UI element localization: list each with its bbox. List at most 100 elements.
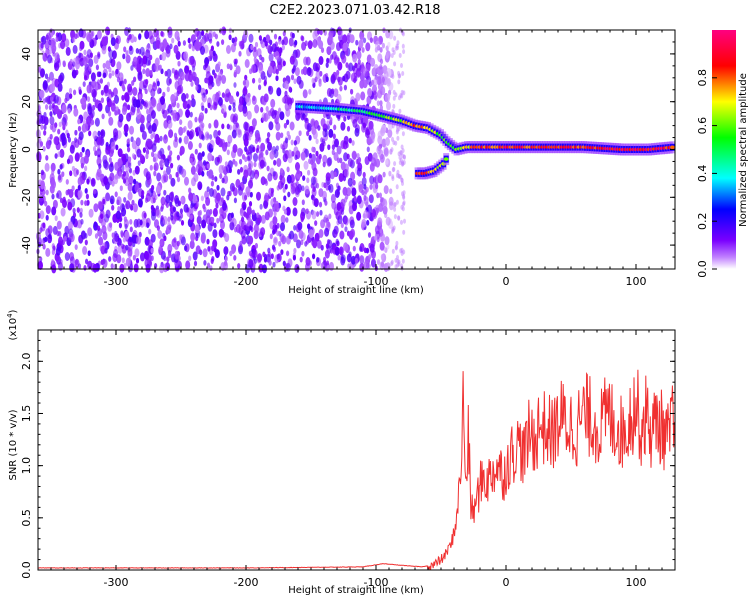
noise-cell [306, 123, 312, 132]
noise-cell [386, 243, 390, 250]
noise-cell [123, 78, 127, 85]
noise-cell [315, 155, 321, 165]
noise-cell [356, 167, 362, 177]
noise-cell [315, 182, 320, 189]
noise-cell [248, 235, 254, 245]
noise-cell [354, 127, 360, 137]
noise-cell [238, 103, 244, 113]
colorbar-gradient [712, 30, 736, 269]
noise-cell [129, 236, 133, 243]
noise-cell [84, 239, 88, 246]
noise-cell [86, 199, 90, 206]
noise-cell [209, 208, 213, 215]
noise-cell [324, 200, 328, 206]
noise-cell [121, 203, 125, 210]
noise-cell [184, 245, 188, 252]
noise-cell [263, 80, 267, 87]
noise-cell [352, 53, 358, 63]
noise-cell [178, 126, 184, 136]
noise-cell [347, 177, 353, 187]
noise-cell [113, 128, 118, 138]
noise-cell [395, 173, 399, 178]
noise-cell [206, 238, 210, 245]
noise-cell [174, 250, 180, 260]
noise-cell [85, 32, 91, 41]
noise-cell [319, 209, 323, 216]
noise-cell [390, 147, 394, 153]
noise-cell [217, 61, 221, 68]
noise-cell [105, 145, 111, 155]
noise-cell [306, 67, 312, 76]
noise-cell [85, 258, 89, 265]
snr-scale-exponent: 4 [6, 313, 14, 318]
noise-cell [198, 114, 204, 124]
noise-cell [64, 225, 70, 235]
noise-cell [340, 121, 346, 131]
noise-cell [379, 241, 385, 251]
noise-cell [258, 77, 262, 84]
noise-cell [339, 230, 345, 240]
noise-cell [204, 89, 208, 95]
noise-cell [300, 151, 306, 161]
noise-cell [45, 247, 51, 257]
noise-cell [111, 204, 115, 211]
noise-cell [267, 172, 273, 182]
noise-cell [278, 39, 282, 45]
noise-cell [151, 184, 155, 191]
noise-cell [265, 106, 269, 112]
noise-cell [114, 95, 119, 104]
noise-cell [308, 134, 312, 141]
noise-cell [127, 182, 133, 192]
noise-cell [244, 146, 248, 152]
noise-cell [176, 102, 180, 109]
noise-cell [154, 57, 160, 67]
noise-cell [311, 146, 315, 153]
noise-cell [387, 41, 391, 48]
noise-cell [80, 230, 86, 240]
noise-cell [184, 65, 190, 75]
noise-cell [109, 195, 115, 205]
noise-cell [379, 100, 383, 106]
noise-cell [91, 119, 95, 126]
noise-cell [133, 263, 139, 273]
noise-cell [195, 85, 199, 91]
noise-cell [336, 26, 342, 36]
noise-cell [369, 184, 373, 190]
noise-cell [397, 79, 401, 85]
noise-cell [333, 225, 339, 235]
noise-cell [380, 197, 384, 203]
noise-cell [288, 86, 292, 93]
noise-cell [192, 251, 198, 261]
noise-cell [265, 149, 269, 156]
snr-x-tick-label: 0 [503, 576, 510, 589]
noise-cell [238, 50, 242, 57]
noise-cell [170, 177, 176, 187]
noise-cell [393, 161, 397, 167]
noise-cell [131, 199, 135, 206]
noise-cell [153, 162, 159, 172]
noise-cell [231, 37, 235, 44]
noise-cell [153, 28, 159, 38]
noise-cell [81, 96, 87, 106]
noise-cell [132, 203, 138, 213]
noise-cell [370, 236, 375, 243]
noise-cell [127, 83, 133, 93]
noise-cell [162, 91, 166, 98]
noise-cell [126, 112, 132, 122]
noise-cell [61, 104, 67, 114]
noise-cell [197, 159, 203, 169]
noise-cell [376, 145, 382, 155]
noise-cell [368, 194, 374, 204]
noise-cell [342, 175, 346, 182]
noise-cell [222, 201, 227, 211]
noise-cell [264, 40, 268, 47]
noise-cell [65, 46, 71, 56]
noise-cell [134, 165, 140, 175]
noise-cell [369, 243, 375, 253]
colorbar-label: Normalized spectral amplitude [738, 73, 749, 227]
noise-cell [92, 263, 98, 273]
noise-cell [237, 128, 242, 138]
noise-cell [212, 50, 216, 57]
noise-cell [170, 214, 174, 221]
noise-cell [226, 164, 231, 174]
